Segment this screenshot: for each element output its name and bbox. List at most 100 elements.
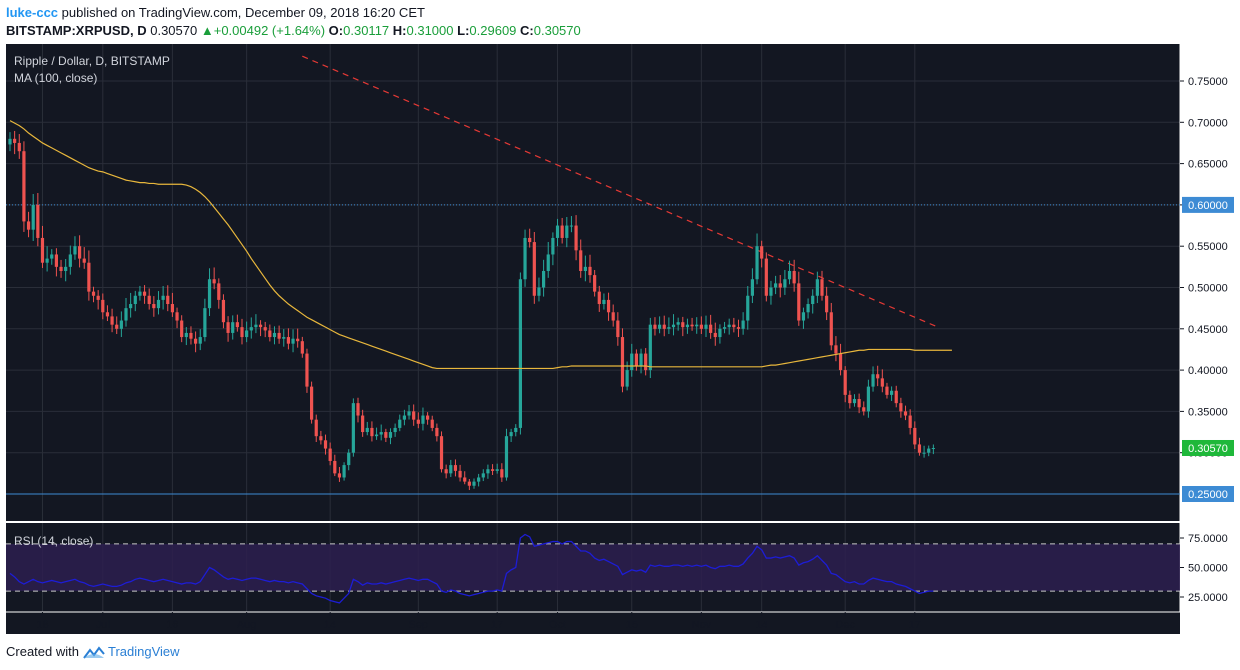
candle-body <box>792 270 796 284</box>
time-tick-label: 14 <box>324 619 336 631</box>
grid-lines <box>6 44 1181 613</box>
chart-canvas[interactable]: 0.75000 0.70000 0.65000 0.60000 0.55000 0.500… <box>0 44 1240 642</box>
candle-body <box>398 419 402 428</box>
candle-body <box>736 327 741 329</box>
resistance-trendline <box>302 55 939 328</box>
candle-body <box>523 237 527 280</box>
candle-body <box>68 254 72 267</box>
candle-body <box>880 378 884 387</box>
time-tick-label: 15 <box>626 619 638 631</box>
candle-body <box>746 295 750 321</box>
candle-body <box>569 225 574 227</box>
candle-body <box>374 434 379 437</box>
candle-body <box>903 411 908 416</box>
candle-body <box>449 465 453 474</box>
candle-body <box>305 353 309 387</box>
candle-body <box>78 246 82 259</box>
ma-line <box>9 120 952 370</box>
candle-body <box>226 322 230 333</box>
candle-body <box>630 353 634 371</box>
time-tick-label: 14 <box>756 619 768 631</box>
candle-body <box>718 328 722 338</box>
candle-body <box>286 337 290 344</box>
author-link[interactable]: luke-ccc <box>6 5 59 20</box>
candle-body <box>927 448 931 453</box>
candle-body <box>101 299 105 313</box>
candle-body <box>597 291 601 305</box>
candle-body <box>412 411 416 420</box>
candle-body <box>829 312 833 346</box>
candle-body <box>602 299 606 305</box>
publish-line: luke-ccc published on TradingView.com, D… <box>6 5 425 20</box>
created-with-text: Created with <box>6 644 79 659</box>
candle-body <box>625 370 629 387</box>
candle-body <box>254 324 258 328</box>
tradingview-brand[interactable]: TradingView <box>108 644 180 659</box>
time-tick-label: Dec <box>835 619 855 631</box>
level-low-label-box <box>1182 486 1234 502</box>
candle-body <box>778 283 782 288</box>
candle-body <box>272 332 277 338</box>
candle-body <box>537 287 541 296</box>
candle-body <box>82 258 86 263</box>
candle-body <box>611 312 615 321</box>
time-tick-label: 18 <box>36 619 48 631</box>
candle-body <box>351 403 355 453</box>
candle-body <box>17 142 21 152</box>
candle-body <box>54 254 58 267</box>
candle-body <box>370 427 374 437</box>
candle-body <box>699 324 703 329</box>
candle-body <box>212 279 216 284</box>
candle-body <box>514 427 518 433</box>
time-tick-label: Oct <box>549 619 566 631</box>
candle-body <box>444 469 448 474</box>
candle-body <box>866 386 870 412</box>
candle-body <box>579 250 583 271</box>
candle-body <box>760 246 764 259</box>
candle-body <box>379 432 383 435</box>
candle-body <box>732 324 736 328</box>
high-label: H: <box>392 23 407 38</box>
candle-body <box>639 353 643 366</box>
candle-body <box>235 322 239 328</box>
candle-body <box>426 415 430 420</box>
candle-body <box>885 386 889 395</box>
candle-body <box>634 353 638 366</box>
candle-body <box>8 138 12 145</box>
candle-body <box>26 221 31 230</box>
candle-body <box>662 324 666 329</box>
rsi-band-fill <box>6 543 1180 592</box>
candle-body <box>170 304 174 313</box>
candle-body <box>899 403 903 412</box>
trendline <box>302 55 939 328</box>
axes: 0.75000 0.70000 0.65000 0.60000 0.55000 0.500… <box>36 76 1234 631</box>
candle-body <box>890 390 894 395</box>
low-label: L: <box>457 23 470 38</box>
candle-body <box>801 312 806 321</box>
price-tick-label: 0.40000 <box>1188 365 1228 377</box>
candle-body <box>152 304 156 309</box>
price-tick-label: 0.75000 <box>1188 76 1228 88</box>
candle-body <box>87 262 91 292</box>
candle-body <box>472 481 476 486</box>
candle-body <box>268 330 272 338</box>
price-tick-label: 0.50000 <box>1188 283 1228 295</box>
candle-body <box>231 322 235 333</box>
candle-body <box>727 324 731 328</box>
candle-body <box>439 436 444 470</box>
candle-body <box>365 427 369 433</box>
rsi-indicator-label: RSI (14, close) <box>14 534 93 548</box>
candle-body <box>124 308 128 321</box>
candle-body <box>300 341 304 354</box>
candle-body <box>245 330 249 338</box>
ma-indicator-label: MA (100, close) <box>14 71 97 85</box>
candle-body <box>495 469 499 471</box>
rsi-tick-label: 50.0000 <box>1188 563 1228 575</box>
candle-body <box>843 370 847 395</box>
candle-body <box>583 266 587 271</box>
candle-body <box>922 452 926 454</box>
candle-body <box>342 465 346 478</box>
candle-body <box>347 452 351 466</box>
candle-body <box>91 291 96 296</box>
price-tick-label: 0.70000 <box>1188 117 1228 129</box>
